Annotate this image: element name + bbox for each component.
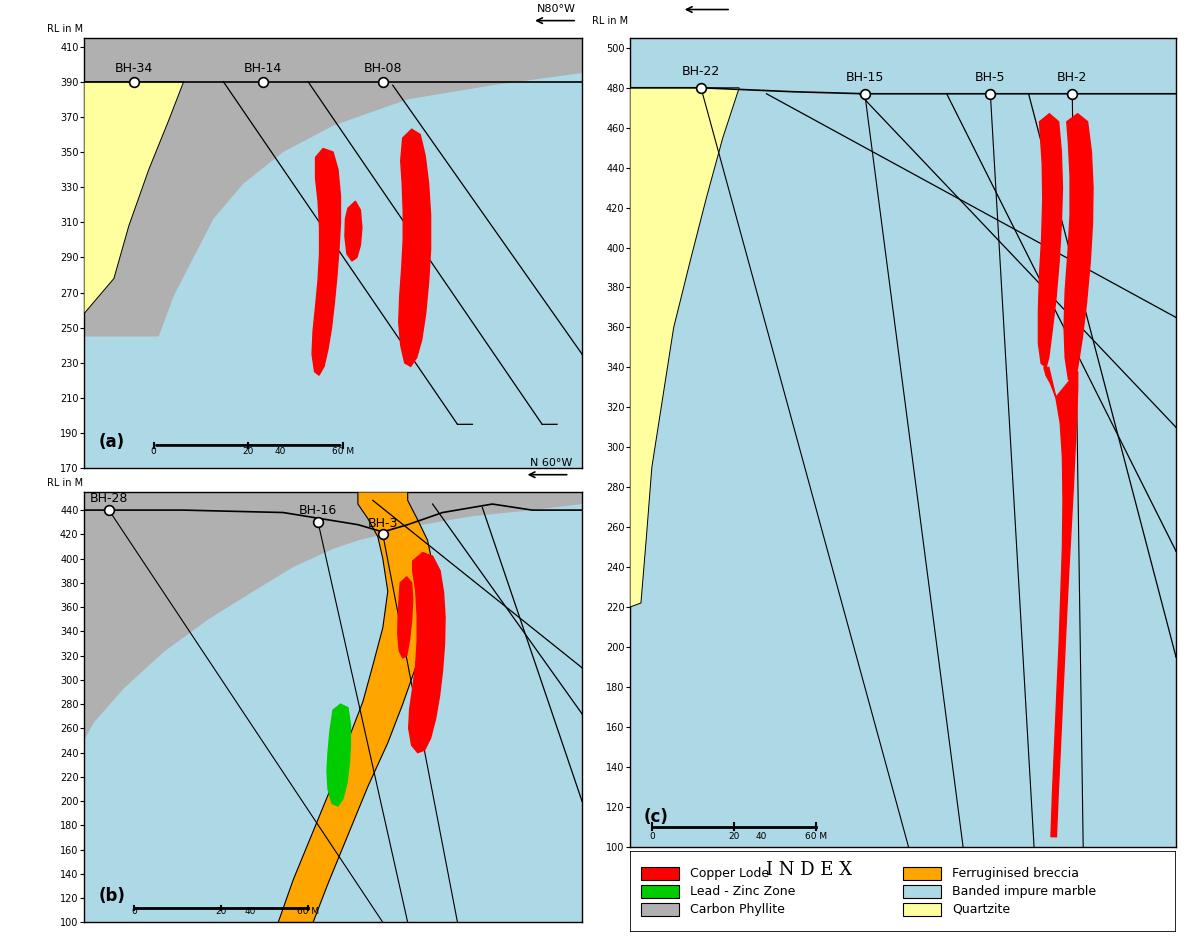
Text: N 60°W: N 60°W: [529, 458, 572, 468]
Text: (b): (b): [98, 887, 126, 905]
Text: Ferruginised breccia: Ferruginised breccia: [952, 867, 1079, 881]
Text: 60 M: 60 M: [332, 447, 354, 456]
Text: RL in M: RL in M: [592, 16, 628, 26]
Text: RL in M: RL in M: [47, 24, 83, 33]
Polygon shape: [84, 492, 582, 741]
Text: BH-16: BH-16: [299, 504, 337, 517]
Polygon shape: [1044, 367, 1078, 836]
Polygon shape: [398, 130, 431, 366]
Text: 20: 20: [728, 832, 739, 841]
Polygon shape: [328, 704, 350, 806]
Polygon shape: [1064, 114, 1093, 383]
Polygon shape: [630, 88, 739, 607]
FancyBboxPatch shape: [630, 851, 1176, 932]
Text: Banded impure marble: Banded impure marble: [952, 885, 1097, 898]
Text: BH-34: BH-34: [115, 61, 152, 75]
Text: 20: 20: [242, 447, 254, 456]
Bar: [641, 867, 679, 881]
Text: 20: 20: [215, 907, 227, 916]
Text: BH-5: BH-5: [976, 71, 1006, 84]
Polygon shape: [278, 492, 432, 922]
Text: BH-14: BH-14: [244, 61, 282, 75]
Text: Carbon Phyllite: Carbon Phyllite: [690, 902, 785, 916]
Polygon shape: [1038, 114, 1062, 367]
Text: N80°W: N80°W: [538, 4, 576, 14]
Text: 0: 0: [151, 447, 156, 456]
Polygon shape: [409, 552, 445, 753]
Text: Copper Lode: Copper Lode: [690, 867, 769, 881]
Text: BH-28: BH-28: [90, 492, 128, 505]
Text: Quartzite: Quartzite: [952, 902, 1010, 916]
Text: BH-08: BH-08: [364, 61, 402, 75]
Text: RL in M: RL in M: [47, 478, 83, 487]
Polygon shape: [84, 38, 582, 337]
Text: 60 M: 60 M: [298, 907, 319, 916]
Bar: [641, 902, 679, 916]
Text: BH-3: BH-3: [367, 517, 398, 530]
Polygon shape: [84, 81, 184, 314]
Text: BH-22: BH-22: [682, 64, 720, 78]
Text: 0: 0: [131, 907, 137, 916]
Text: BH-15: BH-15: [846, 71, 884, 84]
Polygon shape: [312, 149, 341, 376]
Text: 0: 0: [649, 832, 655, 841]
Bar: [904, 902, 941, 916]
Text: 40: 40: [245, 907, 256, 916]
Polygon shape: [344, 201, 362, 261]
Bar: [904, 885, 941, 898]
Text: 40: 40: [756, 832, 767, 841]
Text: Lead - Zinc Zone: Lead - Zinc Zone: [690, 885, 796, 898]
Bar: [641, 885, 679, 898]
Text: BH-2: BH-2: [1057, 71, 1087, 84]
Text: 60 M: 60 M: [804, 832, 827, 841]
Text: (c): (c): [643, 809, 668, 827]
Text: I N D E X: I N D E X: [767, 861, 853, 879]
Text: (a): (a): [98, 433, 125, 451]
Text: 40: 40: [275, 447, 286, 456]
Polygon shape: [397, 577, 413, 658]
Bar: [904, 867, 941, 881]
